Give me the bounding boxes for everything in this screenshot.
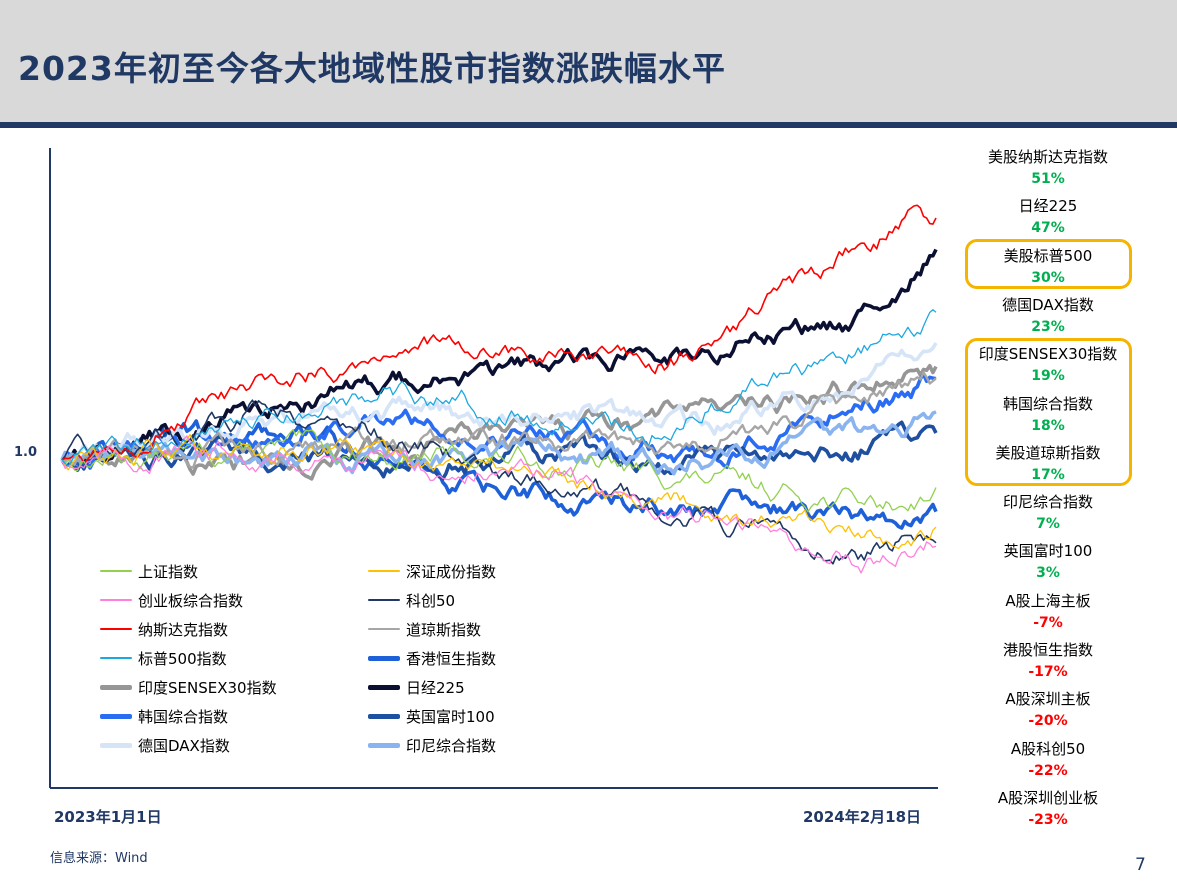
x-tick-end: 2024年2月18日: [803, 808, 922, 826]
legend-swatch: [368, 713, 400, 719]
ranking-name: 德国DAX指数: [1002, 295, 1094, 314]
ranking-name: A股深圳主板: [1005, 690, 1091, 709]
ranking-pct: -7%: [1033, 614, 1063, 631]
series-line-5: [61, 371, 937, 469]
legend-swatch: [368, 628, 400, 630]
ranking-name: A股科创50: [1010, 739, 1086, 758]
legend-swatch: [100, 713, 132, 719]
legend-label: 香港恒生指数: [406, 649, 497, 668]
ranking-pct: 7%: [1036, 516, 1060, 533]
legend-swatch: [368, 570, 400, 572]
legend-label: 道琼斯指数: [406, 620, 482, 639]
legend-label: 创业板综合指数: [138, 591, 244, 610]
series-line-1: [61, 433, 937, 550]
ranking-pct: 19%: [1031, 368, 1065, 385]
legend-swatch: [100, 570, 132, 572]
legend-swatch: [100, 742, 132, 748]
legend-swatch: [368, 599, 400, 601]
title-rule: [0, 122, 1177, 128]
legend-swatch: [368, 684, 400, 690]
ranking-name: 美股道琼斯指数: [995, 443, 1101, 462]
ranking-name: 美股纳斯达克指数: [987, 148, 1108, 166]
legend-item: 纳斯达克指数: [100, 618, 228, 640]
y-tick-label: 1.0: [14, 445, 38, 460]
legend-swatch: [368, 742, 400, 748]
line-chart: [49, 148, 938, 789]
legend-label: 日经225: [406, 678, 465, 697]
ranking-pct: -17%: [1028, 664, 1068, 680]
title-bar: 2023年初至今各大地域性股市指数涨跌幅水平: [0, 0, 1177, 122]
ranking-pct: 18%: [1031, 417, 1065, 434]
legend-swatch: [100, 684, 132, 690]
x-tick-start: 2023年1月1日: [54, 808, 162, 826]
ranking-pct: 3%: [1036, 565, 1060, 582]
ranking-pct: -20%: [1028, 713, 1068, 730]
series-line-6: [61, 309, 937, 467]
ranking-name: A股深圳创业板: [997, 788, 1099, 807]
ranking-pct: 51%: [1031, 171, 1065, 187]
series-layer: [60, 204, 938, 574]
legend-swatch: [368, 655, 400, 661]
chart-legend: 上证指数 深证成份指数创业板综合指数 科创50 纳斯达克指数 道琼斯指数标普500指数 香…: [100, 560, 570, 760]
data-source: 信息来源：Wind: [50, 851, 148, 866]
legend-label: 纳斯达克指数: [138, 620, 229, 639]
series-line-8: [60, 363, 938, 481]
ranking-name: 英国富时100: [1003, 542, 1093, 561]
ranking-name: 韩国综合指数: [1002, 394, 1093, 413]
page-title: 2023年初至今各大地域性股市指数涨跌幅水平: [18, 49, 726, 88]
legend-item: 日经225: [368, 676, 465, 698]
legend-item: 德国DAX指数: [100, 734, 230, 756]
legend-item: 深证成份指数: [368, 560, 496, 582]
legend-swatch: [100, 628, 132, 630]
legend-item: 创业板综合指数: [100, 589, 243, 611]
legend-label: 德国DAX指数: [138, 736, 230, 755]
legend-item: 香港恒生指数: [368, 647, 496, 669]
legend-label: 印度SENSEX30指数: [138, 678, 277, 697]
series-line-9: [60, 248, 938, 465]
series-line-11: [61, 420, 938, 481]
ranking-pct: 47%: [1031, 220, 1065, 237]
legend-label: 深证成份指数: [406, 562, 497, 581]
page-number: 7: [1135, 855, 1146, 875]
legend-label: 印尼综合指数: [406, 736, 497, 755]
legend-item: 韩国综合指数: [100, 705, 228, 727]
ranking-name: 日经225: [1018, 197, 1078, 216]
legend-label: 韩国综合指数: [138, 707, 229, 726]
series-line-4: [61, 204, 937, 464]
ranking-name: 美股标普500: [1003, 246, 1093, 265]
legend-label: 英国富时100: [406, 707, 495, 726]
ranking-highlight-box: [965, 239, 1132, 289]
ranking-name: 港股恒生指数: [1002, 641, 1093, 659]
legend-label: 上证指数: [138, 562, 199, 581]
legend-label: 科创50: [406, 591, 456, 610]
legend-item: 科创50: [368, 589, 455, 611]
ranking-pct: 30%: [1031, 269, 1065, 286]
legend-item: 标普500指数: [100, 647, 227, 669]
ranking-name: A股上海主板: [1005, 591, 1091, 610]
ranking-name: 印尼综合指数: [1002, 493, 1093, 512]
legend-swatch: [100, 657, 132, 659]
series-line-2: [61, 435, 937, 574]
legend-item: 英国富时100: [368, 705, 495, 727]
ranking-name: 印度SENSEX30指数: [978, 345, 1118, 364]
legend-item: 印度SENSEX30指数: [100, 676, 277, 698]
legend-item: 道琼斯指数: [368, 618, 481, 640]
legend-swatch: [100, 599, 132, 601]
ranking-highlight-box: [965, 337, 1132, 486]
ranking-pct: -22%: [1028, 762, 1068, 779]
ranking-pct: 23%: [1031, 318, 1065, 335]
ranking-pct: -23%: [1028, 811, 1068, 828]
legend-label: 标普500指数: [138, 649, 227, 668]
legend-item: 印尼综合指数: [368, 734, 496, 756]
legend-item: 上证指数: [100, 560, 198, 582]
series-line-3: [61, 399, 937, 565]
ranking-pct: 17%: [1031, 466, 1065, 483]
